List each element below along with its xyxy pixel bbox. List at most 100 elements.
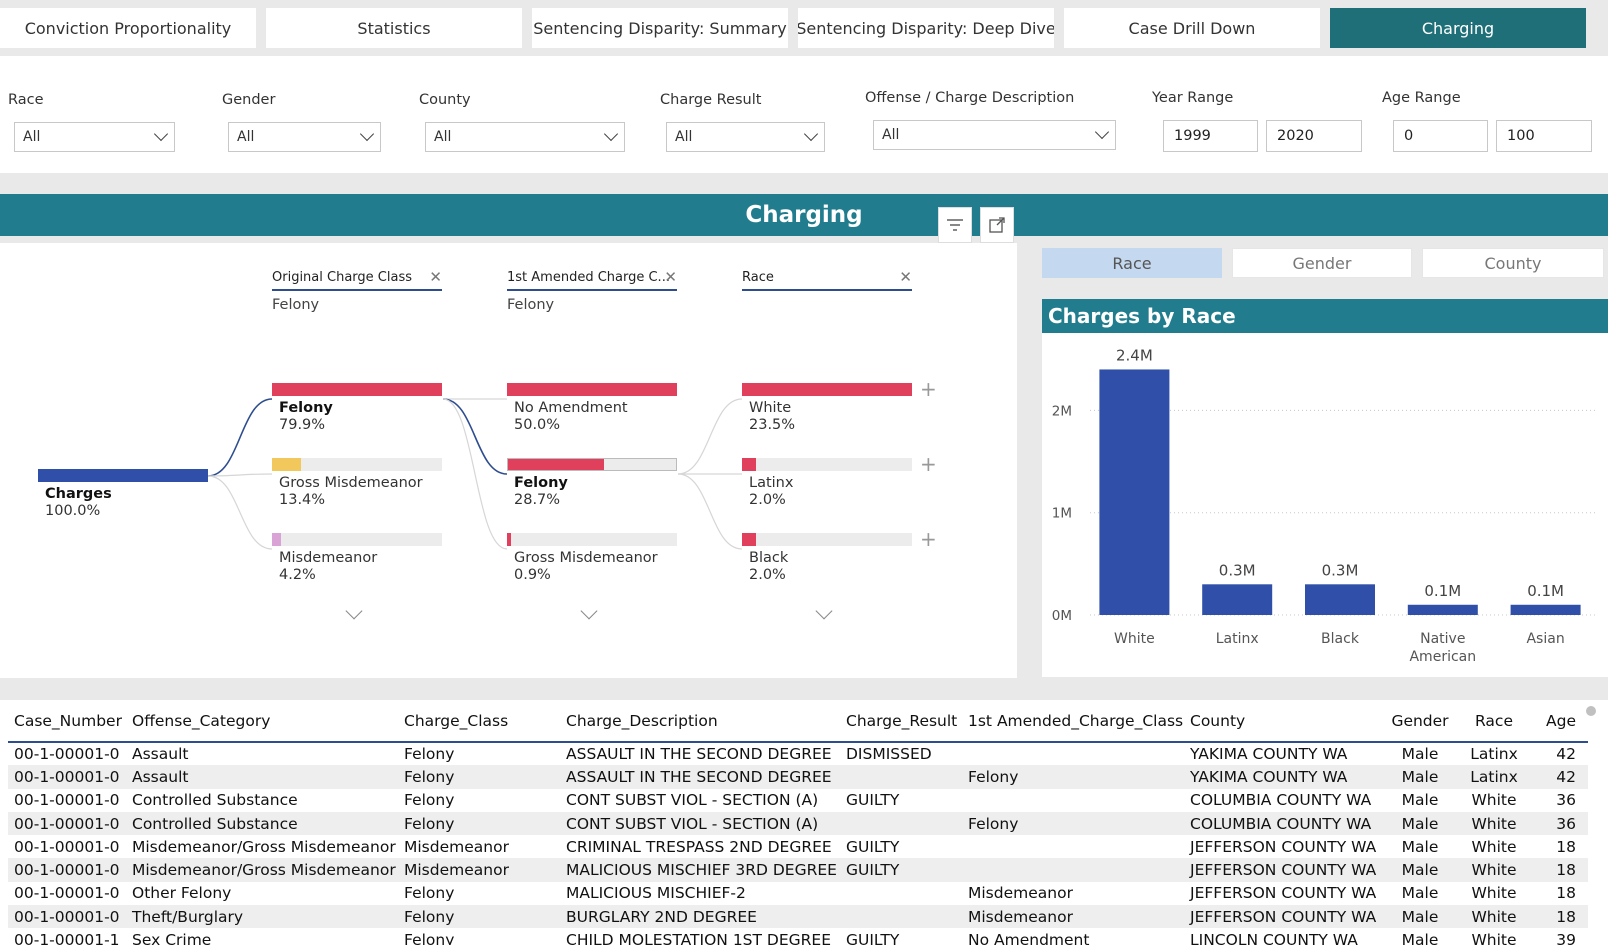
- tree-node-label: Misdemeanor 4.2%: [279, 550, 377, 584]
- column-header[interactable]: Charge_Class: [398, 700, 560, 743]
- table-row[interactable]: 00-1-00001-1 Sex Crime Felony CHILD MOLESTA…: [8, 928, 1588, 945]
- table-cell: GUILTY: [846, 791, 900, 810]
- column-header[interactable]: Gender: [1382, 700, 1452, 743]
- column-header[interactable]: County: [1184, 700, 1382, 743]
- toggle-race[interactable]: Race: [1042, 248, 1222, 278]
- tree-node-fill: [742, 383, 912, 396]
- table-row[interactable]: 00-1-00001-0 Assault Felony ASSAULT IN THE …: [8, 765, 1588, 789]
- tree-node-bar[interactable]: [507, 533, 677, 546]
- table-cell: [840, 905, 962, 929]
- table-cell: 18: [1556, 884, 1576, 903]
- tree-node-fill: [272, 458, 301, 471]
- table-cell: [840, 765, 962, 789]
- x-tick-label: American: [1409, 649, 1476, 665]
- expand-plus-icon[interactable]: +: [920, 452, 937, 476]
- table-row[interactable]: 00-1-00001-0 Theft/Burglary Felony BURGLARY…: [8, 905, 1588, 929]
- tree-node-fill: [272, 533, 281, 546]
- expand-plus-icon[interactable]: +: [920, 527, 937, 551]
- scrollbar-thumb[interactable]: [1586, 706, 1596, 716]
- root-node-label: Charges 100.0%: [45, 486, 112, 520]
- bar-black[interactable]: [1305, 584, 1375, 615]
- tree-node-label: Felony 28.7%: [514, 475, 568, 509]
- tree-node-bar[interactable]: [272, 533, 442, 546]
- table-cell: MALICIOUS MISCHIEF-2: [566, 884, 746, 903]
- filter-button[interactable]: [938, 207, 972, 243]
- level-header-race[interactable]: Race ✕: [742, 268, 912, 291]
- table-cell: Assault: [126, 765, 398, 789]
- table-row[interactable]: 00-1-00001-0 Other Felony Felony MALICIOUS …: [8, 882, 1588, 905]
- level-header-original-charge-class[interactable]: Original Charge Class ✕: [272, 268, 442, 291]
- table-cell: 00-1-00001-0: [8, 765, 126, 789]
- age-range-from-input[interactable]: 0: [1393, 120, 1488, 152]
- table-cell: Controlled Substance: [126, 811, 398, 836]
- table-row[interactable]: 00-1-00001-0 Controlled Substance Felony CO…: [8, 789, 1588, 812]
- column-header[interactable]: Charge_Result: [840, 700, 962, 743]
- offense-dropdown[interactable]: All: [873, 120, 1116, 150]
- y-tick-label: 1M: [1052, 506, 1072, 522]
- tree-node-pct: 2.0%: [749, 567, 786, 583]
- column-header[interactable]: Age: [1530, 700, 1588, 743]
- table-cell: Felony: [962, 811, 1184, 836]
- table-cell: Misdemeanor: [962, 905, 1184, 929]
- tree-node-bar[interactable]: [742, 383, 912, 396]
- tab-charging[interactable]: Charging: [1330, 8, 1586, 48]
- tab-case-drill-down[interactable]: Case Drill Down: [1064, 8, 1320, 48]
- tree-node-fill: [742, 458, 757, 471]
- table-cell: YAKIMA COUNTY WA: [1190, 745, 1348, 764]
- bar-white[interactable]: [1099, 369, 1170, 615]
- column-header[interactable]: Offense_Category: [126, 700, 398, 743]
- tree-connectors: [207, 398, 743, 550]
- table-row[interactable]: 00-1-00001-0 Misdemeanor/Gross Misdemeano…: [8, 835, 1588, 858]
- tree-node-name: Felony: [279, 400, 333, 416]
- tree-node-name: Gross Misdemeanor: [279, 475, 423, 491]
- tree-node-label: No Amendment 50.0%: [514, 400, 628, 434]
- tree-node-bar[interactable]: [742, 533, 912, 546]
- year-range-from-input[interactable]: 1999: [1163, 120, 1258, 152]
- tree-node-bar[interactable]: [272, 383, 442, 396]
- tab-sentencing-disparity-deep-dive[interactable]: Sentencing Disparity: Deep Dive: [798, 8, 1054, 48]
- race-dropdown[interactable]: All: [14, 122, 175, 152]
- tree-node-bar[interactable]: [507, 458, 677, 471]
- toggle-label: Race: [1112, 253, 1152, 273]
- age-range-to-input[interactable]: 100: [1496, 120, 1592, 152]
- table-row[interactable]: 00-1-00001-0 Misdemeanor/Gross Misdemeano…: [8, 858, 1588, 882]
- charge-result-dropdown[interactable]: All: [666, 122, 825, 152]
- data-label: 0.3M: [1322, 561, 1359, 579]
- bar-asian[interactable]: [1510, 604, 1581, 615]
- tree-node-bar[interactable]: [507, 383, 677, 396]
- tree-node-bar[interactable]: [742, 458, 912, 471]
- expand-plus-icon[interactable]: +: [920, 377, 937, 401]
- table-cell: Male: [1401, 931, 1439, 945]
- table-cell: 00-1-00001-0: [8, 858, 126, 882]
- table-cell: CONT SUBST VIOL - SECTION (A): [566, 791, 819, 810]
- toggle-gender[interactable]: Gender: [1232, 248, 1412, 278]
- tree-node-pct: 13.4%: [279, 492, 326, 508]
- close-icon[interactable]: ✕: [429, 268, 442, 286]
- column-header[interactable]: Charge_Description: [560, 700, 840, 743]
- column-header[interactable]: Race: [1452, 700, 1530, 743]
- level-header-amended-charge-class[interactable]: 1st Amended Charge C... ✕: [507, 268, 677, 291]
- column-header[interactable]: 1st Amended_Charge_Class: [962, 700, 1184, 743]
- bar-native-american[interactable]: [1407, 604, 1478, 615]
- toggle-county[interactable]: County: [1422, 248, 1604, 278]
- table-row[interactable]: 00-1-00001-0 Controlled Substance Felony CO…: [8, 811, 1588, 836]
- root-node-bar[interactable]: [38, 469, 208, 482]
- tab-statistics[interactable]: Statistics: [266, 8, 522, 48]
- bar-latinx[interactable]: [1202, 584, 1273, 615]
- county-dropdown-value: All: [434, 129, 452, 145]
- close-icon[interactable]: ✕: [664, 268, 677, 286]
- tree-node-fill: [507, 533, 511, 546]
- gender-dropdown[interactable]: All: [228, 122, 381, 152]
- table-cell: 18: [1556, 837, 1576, 856]
- year-range-to-input[interactable]: 2020: [1266, 120, 1362, 152]
- table-row[interactable]: 00-1-00001-0 Assault Felony ASSAULT IN THE …: [8, 742, 1588, 765]
- tree-node-bar[interactable]: [272, 458, 442, 471]
- tab-conviction-proportionality[interactable]: Conviction Proportionality: [0, 8, 256, 48]
- tab-sentencing-disparity-summary[interactable]: Sentencing Disparity: Summary: [532, 8, 788, 48]
- column-header[interactable]: Case_Number: [8, 700, 126, 743]
- tree-node-name: Black: [749, 550, 789, 566]
- close-icon[interactable]: ✕: [899, 268, 912, 286]
- focus-mode-button[interactable]: [980, 207, 1014, 243]
- county-dropdown[interactable]: All: [425, 122, 625, 152]
- table-cell: CRIMINAL TRESPASS 2ND DEGREE: [566, 837, 832, 856]
